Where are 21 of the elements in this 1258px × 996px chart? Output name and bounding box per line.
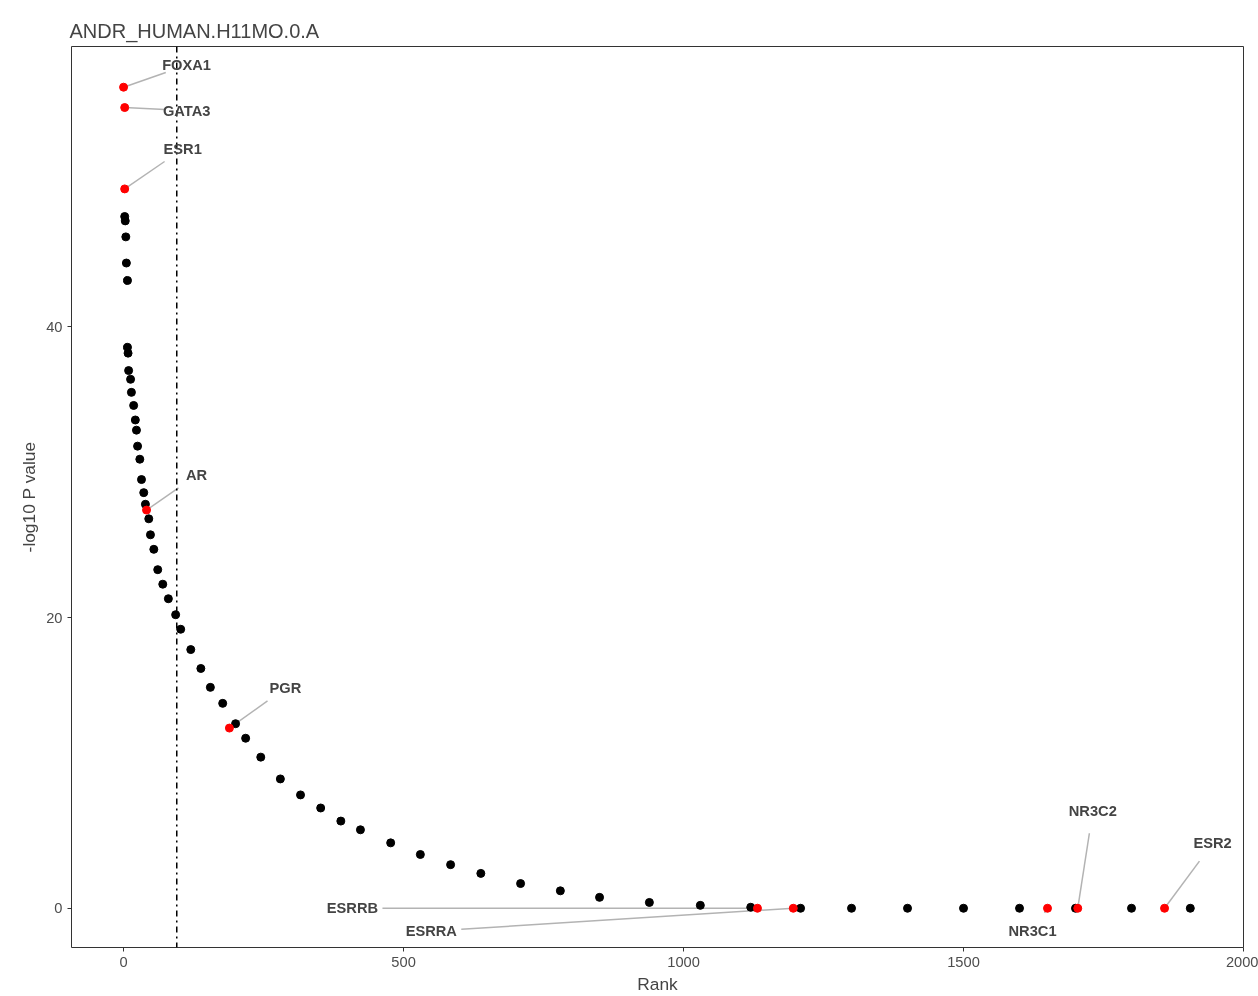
x-axis-title: Rank — [637, 973, 679, 994]
annotation: NR3C1 — [1008, 923, 1057, 940]
x-tick-label: 0 — [119, 953, 128, 970]
annotation: PGR — [269, 680, 302, 697]
y-tick-label: 0 — [54, 900, 63, 917]
chart-title: ANDR_HUMAN.H11MO.0.A — [69, 19, 320, 43]
annotation: ESR2 — [1193, 835, 1232, 852]
annotation: NR3C2 — [1068, 803, 1117, 820]
annotation: FOXA1 — [162, 57, 212, 74]
x-tick-label: 1000 — [667, 953, 700, 970]
annotation: AR — [185, 467, 208, 484]
annotation: ESRRB — [326, 900, 379, 917]
x-tick-label: 1500 — [947, 953, 980, 970]
x-tick-label: 2000 — [1225, 953, 1258, 970]
annotation: ESR1 — [163, 140, 202, 157]
y-tick-label: 40 — [46, 318, 63, 335]
annotation: GATA3 — [162, 102, 211, 119]
y-tick-label: 20 — [46, 609, 63, 626]
x-tick-label: 500 — [391, 953, 416, 970]
y-axis-title: -log10 P value — [19, 441, 40, 553]
annotation: ESRRA — [405, 923, 458, 940]
